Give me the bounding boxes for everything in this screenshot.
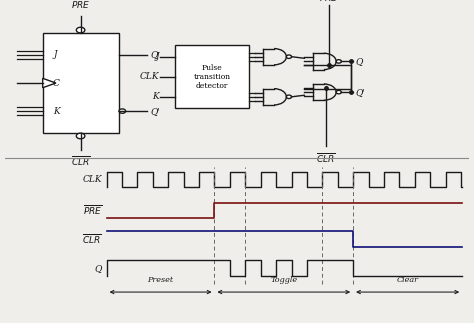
Text: $\overline{CLR}$: $\overline{CLR}$ [317, 151, 336, 165]
Circle shape [76, 133, 85, 139]
Text: C: C [53, 78, 60, 88]
Text: detector: detector [196, 81, 228, 89]
Text: $\overline{CLR}$: $\overline{CLR}$ [71, 154, 91, 168]
Text: Clear: Clear [397, 276, 419, 284]
Text: Toggle: Toggle [270, 276, 297, 284]
Circle shape [336, 60, 341, 63]
Text: CLK: CLK [82, 175, 102, 184]
Text: $\overline{PRE}$: $\overline{PRE}$ [71, 0, 90, 11]
Circle shape [286, 95, 292, 99]
Circle shape [76, 27, 85, 33]
Text: J: J [53, 50, 57, 59]
Bar [43, 33, 118, 133]
Text: Q: Q [356, 57, 363, 66]
Text: K: K [53, 107, 60, 116]
Circle shape [286, 55, 292, 58]
Text: $\overline{PRE}$: $\overline{PRE}$ [319, 0, 338, 4]
Circle shape [336, 90, 341, 94]
Text: Pulse: Pulse [202, 64, 222, 72]
Text: J: J [155, 52, 159, 61]
Text: Q: Q [151, 50, 158, 59]
Circle shape [119, 109, 126, 113]
Text: K: K [152, 92, 159, 101]
Polygon shape [43, 78, 56, 88]
Bar [175, 46, 249, 108]
Text: $\overline{PRE}$: $\overline{PRE}$ [82, 203, 102, 217]
Text: Q': Q' [151, 107, 161, 116]
Text: transition: transition [193, 73, 231, 81]
Text: Preset: Preset [147, 276, 173, 284]
Text: $\overline{CLR}$: $\overline{CLR}$ [82, 232, 102, 245]
Text: Q': Q' [356, 88, 365, 97]
Text: CLK: CLK [139, 72, 159, 81]
Text: Q: Q [94, 264, 102, 273]
